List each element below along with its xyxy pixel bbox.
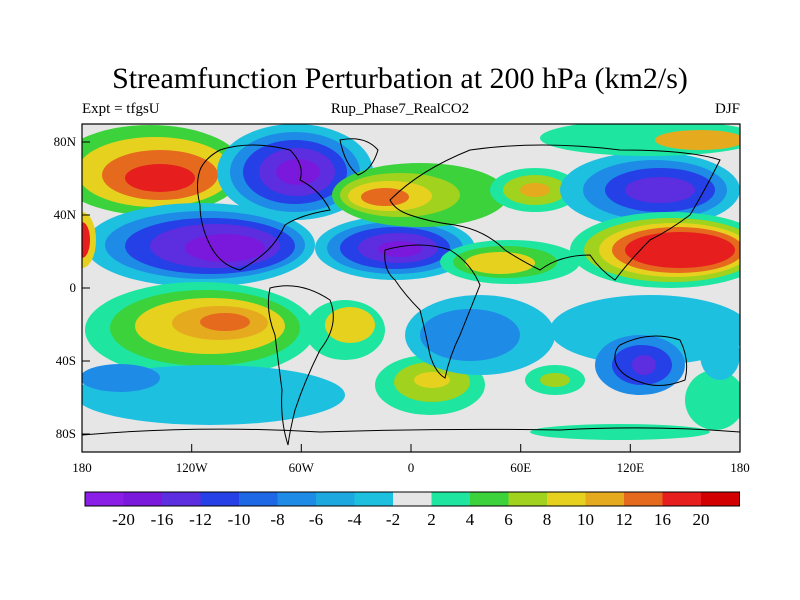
coast-eurasia [389, 144, 721, 281]
experiment-label: Expt = tfgsU [82, 101, 160, 117]
colorbar-swatch-01 [85, 492, 124, 506]
colorbar-swatch-02 [123, 492, 162, 506]
lon-label-60w: 60W [288, 460, 314, 475]
colorbar-label: -16 [150, 510, 174, 529]
colorbar-label: 20 [692, 510, 710, 529]
colorbar-label: -4 [347, 510, 362, 529]
colorbar-label: -6 [308, 510, 324, 529]
colorbar-label: 12 [615, 510, 633, 529]
contour-south-atlantic [305, 300, 485, 415]
axis-ticks [81, 141, 741, 452]
colorbar-label: 4 [465, 510, 475, 529]
contour-dateline-high [82, 212, 96, 268]
colorbar-label: 6 [504, 510, 513, 529]
coastlines [82, 138, 740, 446]
contour-southern-ocean-low [82, 364, 345, 425]
lat-label-equator: 0 [69, 280, 77, 295]
colorbar-swatch-12 [508, 492, 547, 506]
colorbar-swatch-11 [470, 492, 509, 506]
colorbar-swatch-04 [200, 492, 239, 506]
contour-asia-high [490, 168, 580, 212]
colorbar-swatch-09 [393, 492, 432, 506]
contour-southern-africa-low [405, 295, 555, 375]
colorbar-label: -12 [189, 510, 212, 529]
contour-north-pacific-high [82, 125, 245, 215]
colorbar-swatch-15 [624, 492, 663, 506]
colorbar-swatch-05 [239, 492, 278, 506]
colorbar-label: 8 [542, 510, 552, 529]
coast-australia [614, 335, 688, 386]
lat-label-80s: 80S [55, 426, 76, 441]
lon-label-180w: 180 [72, 460, 92, 475]
map-title: Streamfunction Perturbation at 200 hPa (… [112, 62, 688, 95]
colorbar-swatch-16 [662, 492, 701, 506]
contour-indian-ocean-high [525, 365, 585, 395]
contour-alaska-low [217, 124, 373, 220]
colorbar-label: -10 [227, 510, 251, 529]
coast-south-america [267, 285, 334, 446]
colorbar-label: 16 [654, 510, 671, 529]
lon-label-120e: 120E [616, 460, 645, 475]
colorbar-label: -20 [112, 510, 135, 529]
colorbar-frame [84, 491, 740, 507]
contour-europe-high [332, 163, 508, 227]
colorbar-label: -8 [270, 510, 285, 529]
contour-south-pacific-high [85, 282, 315, 378]
colorbar [84, 491, 740, 507]
lat-label-40n: 40N [53, 207, 76, 222]
contour-northeast-asia-low [560, 152, 740, 228]
colorbar-swatch-03 [162, 492, 201, 506]
colorbar-swatch-13 [547, 492, 586, 506]
colorbar-label: 10 [577, 510, 594, 529]
contour-australia-low [550, 295, 740, 395]
contour-west-pacific-high [570, 212, 740, 288]
colorbar-label: 2 [427, 510, 436, 529]
colorbar-swatch-06 [277, 492, 316, 506]
coast-antarctica [82, 427, 740, 436]
streamfunction-field [82, 124, 740, 452]
colorbar-swatch-07 [316, 492, 355, 506]
colorbar-swatch-14 [585, 492, 624, 506]
contour-arctic-high [540, 124, 740, 156]
season-label: DJF [714, 101, 740, 117]
contour-india-high [440, 240, 580, 284]
coast-north-america [197, 144, 331, 271]
lon-label-0: 0 [407, 460, 415, 475]
lon-label-60e: 60E [510, 460, 532, 475]
lon-label-120w: 120W [175, 460, 208, 475]
run-label: Rup_Phase7_RealCO2 [330, 101, 470, 117]
colorbar-label: -2 [385, 510, 401, 529]
lon-label-180e: 180 [730, 460, 750, 475]
lat-label-40s: 40S [55, 353, 76, 368]
contour-north-american-low [85, 203, 315, 287]
colorbar-swatch-17 [701, 492, 740, 506]
coast-africa [384, 244, 481, 379]
lat-label-80n: 80N [53, 134, 76, 149]
coast-greenland [339, 138, 379, 176]
colorbar-swatch-10 [431, 492, 470, 506]
colorbar-swatch-08 [354, 492, 393, 506]
